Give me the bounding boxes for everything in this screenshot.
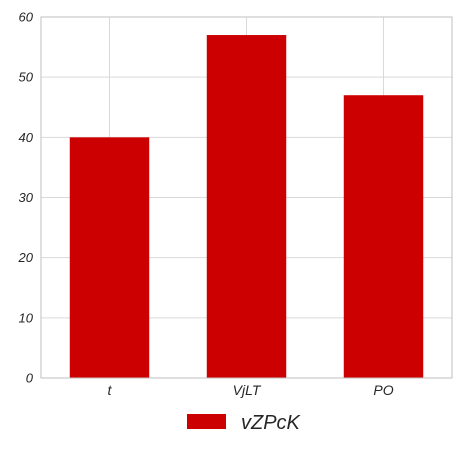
axes-layer [40, 16, 453, 379]
x-tick-label: PO [373, 382, 393, 398]
y-tick-label: 40 [19, 130, 34, 145]
legend-label: vZPcK [241, 412, 302, 434]
legend-swatch [187, 414, 226, 429]
x-tick-label: t [108, 382, 113, 398]
bar-VjLT [206, 35, 287, 379]
y-tick-label: 10 [19, 310, 34, 325]
y-tick-label: 50 [19, 70, 34, 85]
bar-t [69, 137, 150, 378]
x-tick-label: VjLT [233, 382, 262, 398]
legend: vZPcK [187, 412, 302, 434]
y-tick-label: 30 [19, 190, 34, 205]
ticks-layer: 0 10 20 30 40 50 60 t VjLT PO [18, 10, 394, 399]
y-tick-label: 20 [18, 250, 34, 265]
plot-frame [40, 16, 453, 379]
bar-PO [343, 95, 424, 378]
y-tick-label: 60 [19, 10, 34, 25]
bars-layer [69, 35, 424, 379]
y-tick-label: 0 [26, 371, 34, 386]
